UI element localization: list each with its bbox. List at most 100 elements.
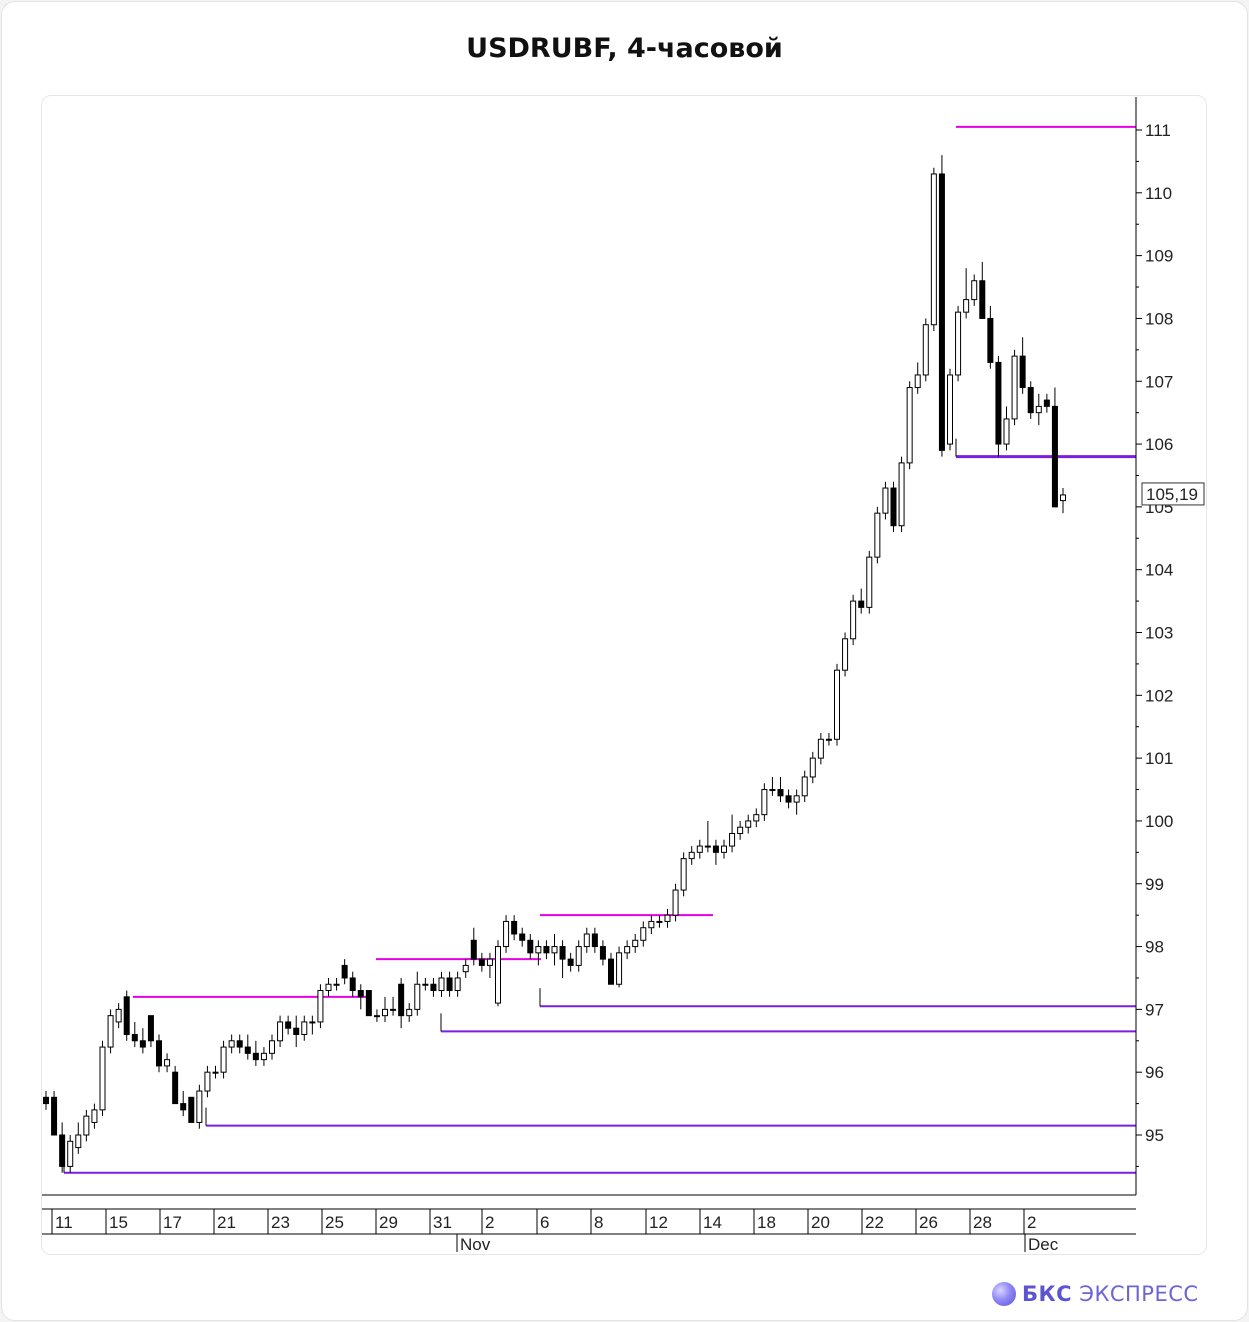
- candle-bullish: [67, 1140, 74, 1167]
- candle-bullish: [914, 374, 921, 389]
- candle-bullish: [737, 826, 744, 834]
- time-tick-label: 23: [271, 1213, 290, 1232]
- candle-bullish: [729, 833, 736, 847]
- candle-bearish: [470, 939, 477, 960]
- candle-bullish: [317, 990, 324, 1023]
- candle-bearish: [1051, 405, 1058, 508]
- candle-bullish: [971, 280, 978, 301]
- candle-bearish: [607, 958, 615, 985]
- time-tick-label: 14: [703, 1213, 722, 1232]
- candle-bearish: [155, 1040, 163, 1067]
- candle-bearish: [591, 933, 598, 948]
- candle-bearish: [519, 933, 526, 941]
- candle-bullish: [228, 1040, 235, 1048]
- candle-bearish: [244, 1046, 251, 1054]
- price-tick-label: 95: [1145, 1126, 1164, 1145]
- candle-bearish: [995, 361, 1002, 445]
- time-tick-label: 26: [919, 1213, 938, 1232]
- price-tick-label: 102: [1145, 686, 1173, 705]
- candle-bullish: [898, 462, 905, 527]
- candle-bullish: [551, 946, 558, 954]
- candle-bearish: [236, 1040, 243, 1048]
- candle-bearish: [147, 1015, 154, 1042]
- brand-rest: ЭКСПРЕСС: [1079, 1282, 1199, 1306]
- price-tick-label: 101: [1145, 749, 1173, 768]
- candle-bullish: [164, 1059, 171, 1067]
- candle-bullish: [624, 946, 631, 954]
- candle-bullish: [963, 299, 970, 313]
- price-tick-label: 106: [1145, 435, 1173, 454]
- candle-bullish: [680, 858, 687, 891]
- candle-bearish: [357, 990, 364, 998]
- candle-bullish: [406, 1008, 413, 1017]
- price-tick-label: 111: [1145, 121, 1171, 140]
- candle-bearish: [777, 789, 784, 797]
- candle-bullish: [268, 1040, 276, 1054]
- candle-bullish: [83, 1115, 90, 1136]
- candle-bullish: [672, 889, 679, 916]
- candle-bearish: [51, 1096, 58, 1136]
- time-tick-label: 2: [485, 1213, 494, 1232]
- candle-bullish: [325, 983, 332, 992]
- candle-bullish: [922, 324, 929, 376]
- candle-bullish: [503, 920, 510, 948]
- candle-bullish: [99, 1046, 106, 1111]
- candle-bullish: [390, 1008, 397, 1011]
- candle-bearish: [979, 280, 986, 319]
- last-price-label: 105,19: [1146, 485, 1198, 504]
- candle-bullish: [664, 914, 671, 922]
- time-tick-label: 20: [811, 1213, 830, 1232]
- candle-bearish: [398, 983, 405, 1017]
- brand-mark-icon: [992, 1282, 1016, 1306]
- candle-bullish: [946, 374, 954, 445]
- candle-bullish: [309, 1021, 316, 1024]
- candle-bearish: [938, 173, 945, 451]
- candle-bearish: [180, 1103, 187, 1111]
- price-tick-label: 107: [1145, 372, 1173, 391]
- time-tick-label: 28: [973, 1213, 992, 1232]
- candle-bullish: [277, 1021, 284, 1042]
- candle-bearish: [42, 1096, 50, 1105]
- time-tick-label: 29: [379, 1213, 398, 1232]
- candle-bullish: [761, 789, 768, 816]
- candle-bullish: [632, 939, 639, 948]
- chart-frame: [41, 95, 1207, 1255]
- candle-bearish: [511, 920, 518, 935]
- candle-bullish: [704, 845, 711, 848]
- candle-bearish: [543, 946, 550, 954]
- time-tick-label: 21: [217, 1213, 236, 1232]
- candle-bullish: [753, 814, 760, 822]
- candle-bullish: [333, 983, 340, 986]
- brand-bold: БКС: [1022, 1282, 1073, 1306]
- time-tick-label: 2: [1027, 1213, 1036, 1232]
- candle-bearish: [59, 1134, 66, 1167]
- candle-bullish: [1035, 405, 1042, 414]
- candle-bearish: [172, 1071, 179, 1105]
- candle-bullish: [955, 311, 962, 376]
- candle-bearish: [123, 996, 130, 1035]
- candle-bullish: [817, 738, 824, 759]
- candle-bearish: [599, 946, 606, 960]
- candle-bullish: [91, 1109, 98, 1123]
- candle-bullish: [640, 927, 647, 941]
- candle-bullish: [107, 1015, 114, 1048]
- candle-bullish: [842, 638, 849, 671]
- candle-bullish: [769, 789, 776, 792]
- candle-bearish: [478, 958, 485, 966]
- candle-bullish: [494, 946, 502, 1004]
- candle-bearish: [890, 487, 897, 527]
- candle-bearish: [712, 845, 719, 853]
- candle-bearish: [785, 795, 792, 803]
- candle-bearish: [131, 1034, 138, 1042]
- candle-bearish: [446, 977, 453, 992]
- candle-bullish: [874, 512, 881, 558]
- candle-bullish: [535, 946, 542, 954]
- candle-bullish: [801, 776, 808, 797]
- candle-bullish: [616, 952, 623, 985]
- candle-bullish: [454, 977, 461, 992]
- candle-bearish: [349, 977, 356, 992]
- candle-bullish: [720, 845, 728, 853]
- time-tick-label: 22: [865, 1213, 884, 1232]
- price-tick-label: 110: [1145, 184, 1172, 203]
